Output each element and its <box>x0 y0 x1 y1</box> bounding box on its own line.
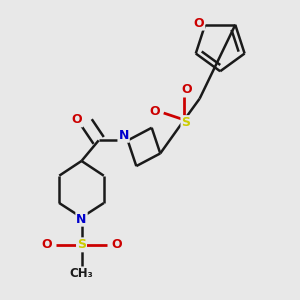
Text: S: S <box>77 238 86 251</box>
Text: O: O <box>112 238 122 251</box>
Text: S: S <box>182 116 190 129</box>
Text: O: O <box>194 16 204 30</box>
Text: CH₃: CH₃ <box>70 267 93 280</box>
Text: O: O <box>72 113 83 126</box>
Text: O: O <box>182 83 192 96</box>
Text: N: N <box>76 213 87 226</box>
Text: O: O <box>41 238 52 251</box>
Text: N: N <box>118 129 129 142</box>
Text: O: O <box>150 105 160 118</box>
